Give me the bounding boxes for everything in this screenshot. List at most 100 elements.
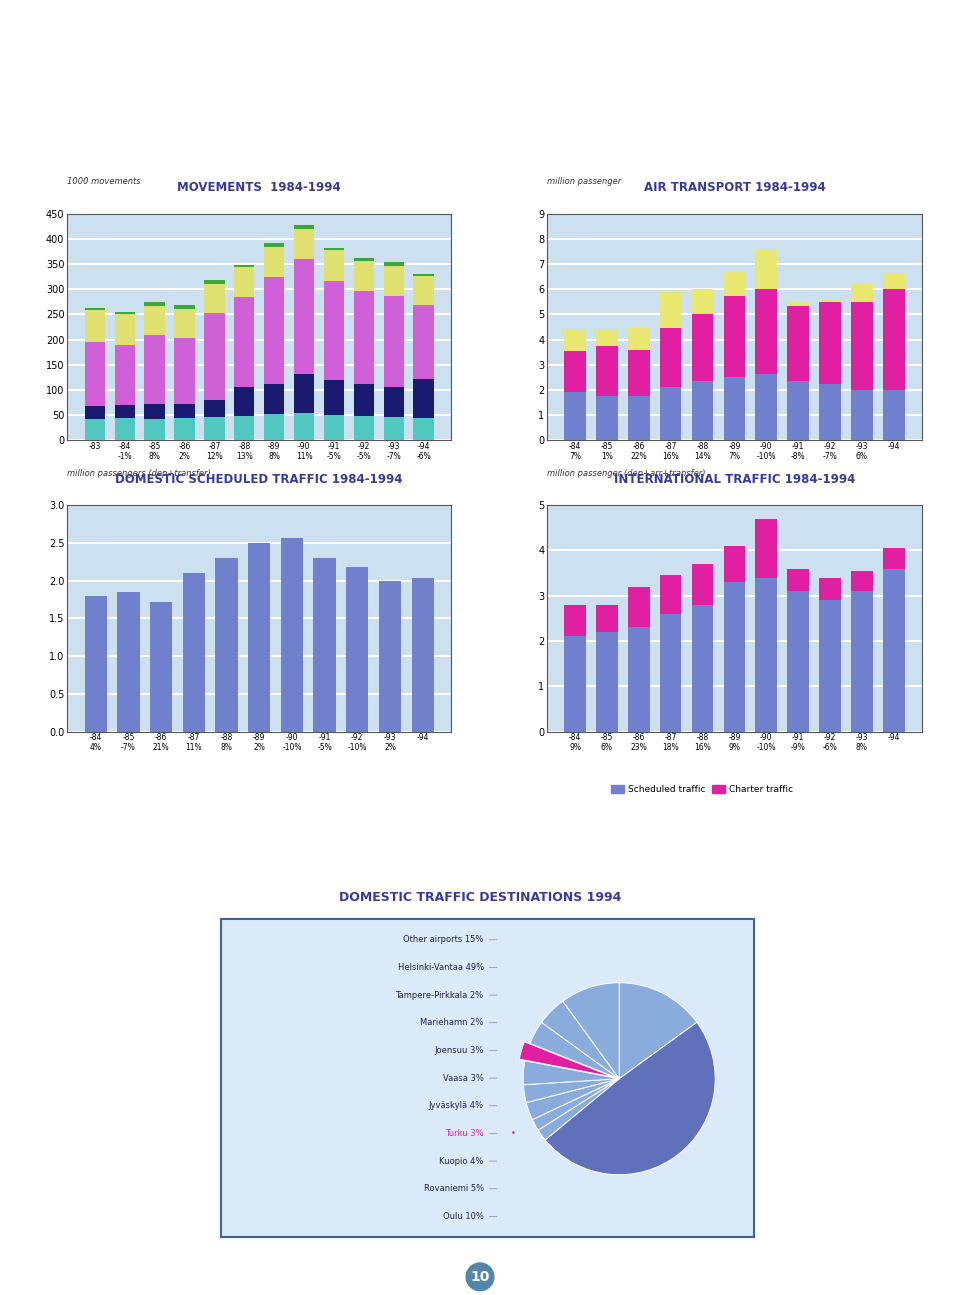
Point [407,47,422,67]
Point [633,97,648,118]
Point [623,43,638,63]
Point [758,43,774,63]
Point [836,17,852,38]
Point [144,35,159,56]
Point [567,105,583,126]
Bar [852,390,873,440]
Point [439,43,454,63]
Wedge shape [539,1079,619,1140]
Point [780,150,796,171]
Point [737,97,753,118]
Point [345,109,360,130]
Point [132,43,147,63]
Point [154,152,169,172]
Point [540,1,556,22]
Point [198,41,213,62]
Point [660,58,676,79]
Point [527,9,542,30]
Point [752,150,767,171]
Point [641,0,657,21]
Point [404,40,420,61]
Point [228,123,243,144]
Point [706,36,721,57]
Point [171,139,186,159]
Point [427,150,443,171]
Point [528,9,543,30]
Point [313,40,328,61]
Bar [414,276,434,304]
Point [462,137,477,158]
Point [840,148,855,168]
Bar [628,396,650,440]
Point [771,43,786,63]
Point [638,100,654,120]
Point [584,157,599,177]
Point [403,0,419,19]
Point [90,26,106,47]
Bar [787,591,809,732]
Point [647,25,662,45]
Point [725,142,740,163]
Point [448,113,464,133]
Point [439,26,454,47]
Point [607,128,622,149]
Point [583,51,598,71]
Point [375,149,391,170]
Point [755,123,770,144]
Bar [264,247,284,277]
Point [819,118,834,139]
Point [866,110,881,131]
Point [372,113,388,133]
Point [756,49,771,70]
Point [797,13,812,34]
Bar [787,381,809,440]
Bar [84,407,105,418]
Point [837,144,852,164]
Point [615,150,631,171]
Point [394,158,409,179]
Bar [234,265,254,267]
Point [657,114,672,135]
Point [335,135,350,155]
Point [599,95,614,115]
Bar [182,572,204,732]
Point [83,97,98,118]
Point [76,21,91,41]
Point [722,6,737,27]
Point [616,97,632,118]
Point [588,93,604,114]
Point [876,141,892,162]
Point [603,115,618,136]
Point [73,41,88,62]
Point [277,132,293,153]
Point [772,39,787,60]
Point [149,70,164,91]
Point [575,74,590,95]
Point [741,82,756,102]
Point [404,135,420,155]
Point [434,128,449,149]
Point [109,126,125,146]
Point [113,119,129,140]
Point [684,102,700,123]
Point [717,3,732,23]
Point [681,92,696,113]
Point [733,132,749,153]
Point [242,96,257,117]
Point [734,12,750,32]
Point [645,115,660,136]
Point [114,80,130,101]
Point [300,83,316,104]
Point [234,144,250,164]
Point [159,79,175,100]
Bar [114,404,134,418]
Point [815,49,830,70]
Point [392,135,407,155]
Point [574,152,589,172]
Bar [564,636,586,732]
Point [97,152,112,172]
Bar [175,404,195,418]
Point [70,136,85,157]
Point [453,88,468,109]
Point [901,119,917,140]
